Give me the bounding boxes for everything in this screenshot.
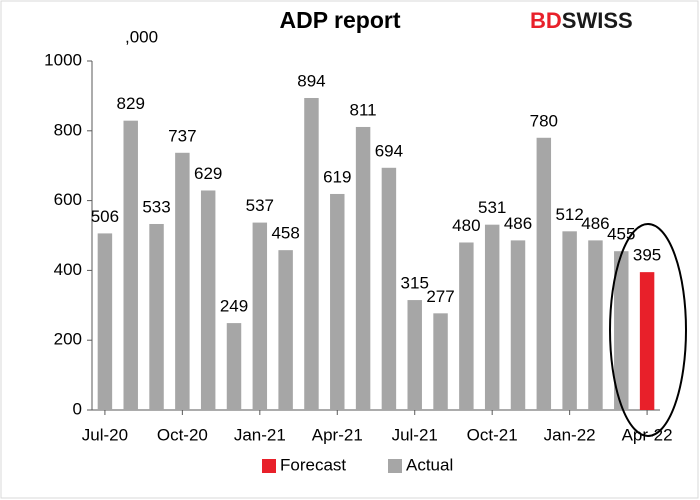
plot-area: 0 200 400 600 800 1000 Jul-20 Oct-20 Jan-21 Apr-2… — [44, 50, 672, 444]
bar — [588, 240, 603, 410]
logo-part: SWISS — [562, 8, 633, 33]
bar — [510, 240, 526, 410]
y-tick-label: 800 — [54, 120, 82, 139]
x-tick-label: Jan-22 — [544, 425, 596, 444]
data-label: 249 — [220, 297, 248, 316]
bar — [175, 152, 190, 411]
data-label: 512 — [555, 205, 583, 224]
data-label: 458 — [271, 224, 299, 243]
bar — [149, 223, 164, 410]
x-tick-label: Oct-20 — [157, 425, 208, 444]
bar — [304, 97, 319, 410]
data-label: 694 — [375, 141, 403, 160]
chart-title: ADP report — [280, 7, 401, 33]
legend-swatch — [388, 459, 402, 473]
logo-part: BD — [530, 8, 562, 33]
bar — [381, 167, 397, 410]
data-label: 486 — [504, 214, 532, 233]
highlight-ellipse — [609, 223, 687, 437]
data-label: 629 — [194, 164, 222, 183]
legend-label: Actual — [406, 455, 453, 474]
bar — [614, 251, 629, 410]
unit-annotation: ,000 — [125, 27, 158, 46]
data-label: 480 — [452, 216, 480, 235]
data-label: 894 — [297, 71, 325, 90]
y-tick-label: 1000 — [44, 50, 82, 69]
legend-swatch — [262, 459, 276, 473]
data-label: 537 — [246, 196, 274, 215]
data-label: 486 — [581, 214, 609, 233]
data-label: 829 — [117, 94, 145, 113]
bar — [639, 272, 655, 410]
bar — [226, 323, 242, 410]
y-tick-label: 600 — [54, 190, 82, 209]
y-tick-label: 0 — [73, 399, 82, 418]
data-label: 531 — [478, 198, 506, 217]
data-label: 395 — [633, 246, 661, 265]
bar — [355, 126, 371, 410]
x-tick-label: Jul-21 — [392, 425, 438, 444]
bar — [200, 190, 216, 410]
data-label: 277 — [426, 287, 454, 306]
data-label: 506 — [91, 207, 119, 226]
x-tick-label: Apr-21 — [312, 425, 363, 444]
logo: BDSWISS — [530, 8, 633, 33]
bar — [433, 313, 448, 410]
x-tick-label: Jul-20 — [82, 425, 128, 444]
y-tick-label: 200 — [54, 330, 82, 349]
bar — [536, 137, 552, 410]
data-label: 780 — [530, 111, 558, 130]
data-label: 533 — [142, 197, 170, 216]
data-label: 315 — [401, 274, 429, 293]
legend-label: Forecast — [280, 455, 346, 474]
x-tick-label: Oct-21 — [467, 425, 518, 444]
bar — [484, 224, 500, 410]
bar — [123, 120, 138, 410]
bar — [562, 231, 577, 410]
x-tick-label: Jan-21 — [234, 425, 286, 444]
bar — [97, 233, 113, 410]
bar — [459, 242, 474, 410]
bar — [278, 250, 293, 410]
data-label: 619 — [323, 167, 351, 186]
bar — [330, 193, 345, 410]
data-label: 737 — [168, 126, 196, 145]
bar — [407, 300, 422, 410]
data-label: 811 — [350, 100, 377, 119]
bar — [252, 222, 268, 410]
y-tick-label: 400 — [54, 260, 82, 279]
